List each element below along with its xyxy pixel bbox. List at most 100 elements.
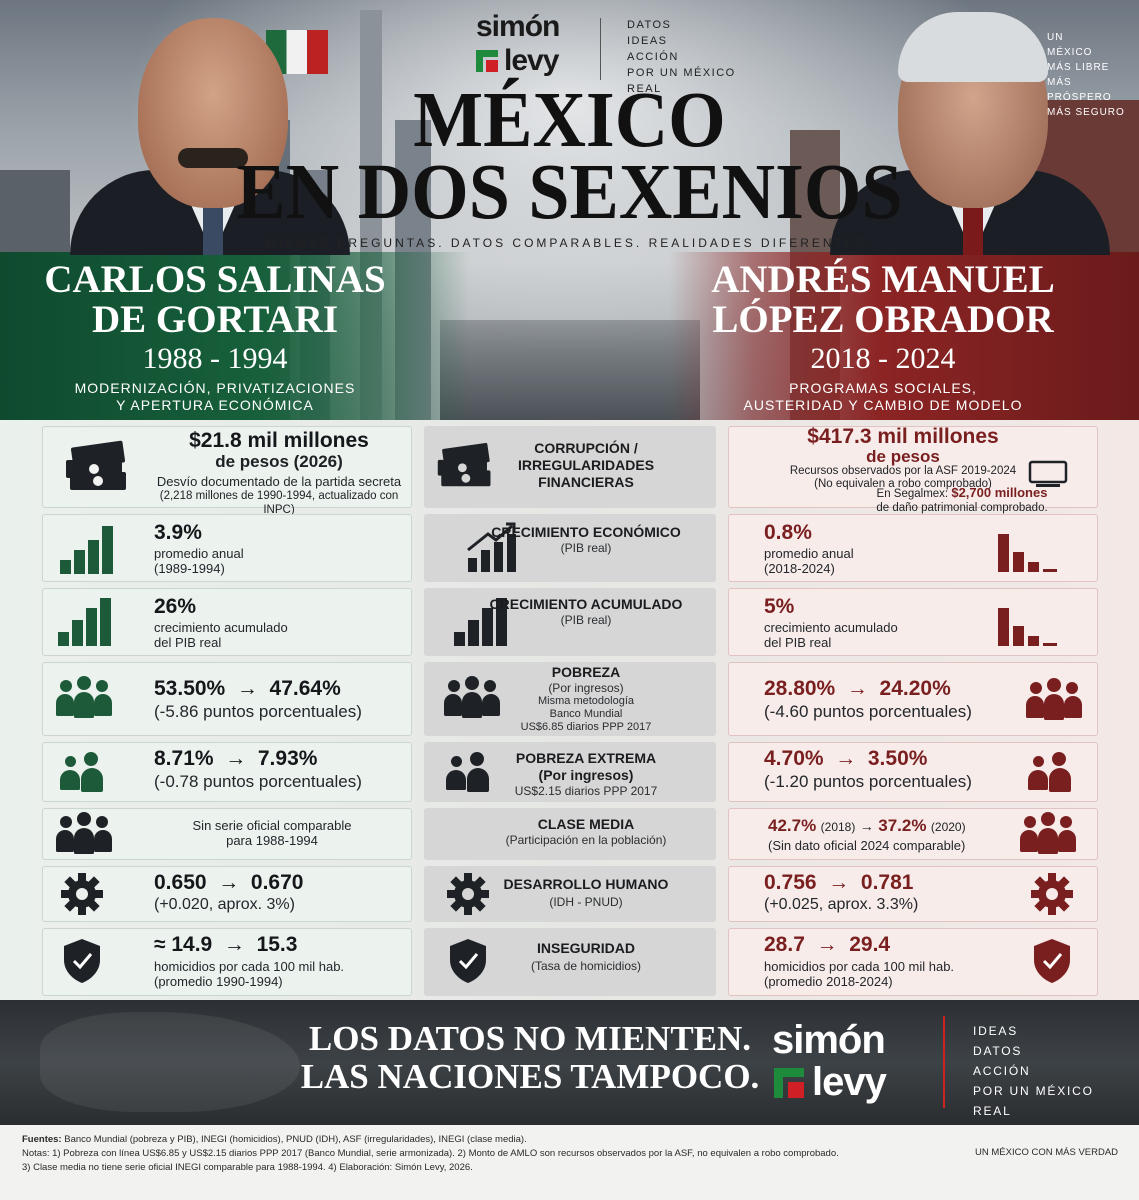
left-card [42, 928, 412, 996]
mid-sub: Misma metodología [538, 695, 634, 707]
bar-chart-icon [454, 596, 514, 646]
mid-title-text: POBREZA [551, 664, 621, 680]
shield-check-icon [450, 939, 486, 983]
left-value-block: 8.71% → 7.93% (-0.78 puntos porcentuales… [154, 748, 362, 792]
mid-sub: (Por ingresos) [548, 681, 624, 695]
right-sub: crecimiento acumulado [764, 620, 898, 635]
tagline-line: ACCIÓN [973, 1064, 1031, 1078]
right-segalmex: En Segalmex: $2,700 millones de daño pat… [842, 486, 1082, 515]
people-group-icon [444, 676, 500, 720]
right-sub: Recursos observados por la ASF 2019-2024 [789, 465, 1017, 477]
portrait-amlo [820, 0, 1120, 255]
left-value: 3.9% [154, 521, 202, 544]
row-growth-accumulated: 26% crecimiento acumulado del PIB real C… [42, 588, 1098, 656]
right-sub: (2018-2024) [764, 561, 835, 576]
left-card [42, 742, 412, 802]
right-value: 42.7% [768, 816, 817, 835]
tagline-line: IDEAS [973, 1024, 1019, 1038]
mid-sub: (PIB real) [560, 541, 612, 555]
growth-chart-icon [467, 522, 516, 572]
right-sub: (No equivalen a robo comprobado) [814, 478, 992, 490]
city-skyline [440, 320, 700, 420]
page-subtitle: MISMAS PREGUNTAS. DATOS COMPARABLES. REA… [265, 236, 874, 250]
logo-simon-levy-bottom: simón levy IDEAS DATOS ACCIÓN POR UN MÉX… [770, 1016, 1130, 1118]
gear-icon [1031, 873, 1073, 915]
right-value-block: 28.80% → 24.20% (-4.60 puntos porcentual… [764, 678, 972, 722]
left-green-band [0, 252, 470, 420]
declining-bar-icon [998, 606, 1068, 646]
left-sub: (1989-1994) [154, 561, 225, 576]
logo-word-simon: simón [476, 10, 560, 43]
right-sub: (Sin dato oficial 2024 comparable) [768, 838, 966, 853]
right-tagline: UN MÉXICO MÁS LIBRE MÁS PRÓSPERO MÁS SEG… [1047, 30, 1137, 120]
left-value: 26% [154, 595, 197, 618]
mid-title: CRECIMIENTO ACUMULADO (PIB real) [476, 596, 696, 627]
left-value: $21.8 mil millones [189, 429, 369, 452]
right-value-block: 5% crecimiento acumulado del PIB real [764, 596, 898, 651]
mid-card [424, 808, 716, 860]
right-value: 4.70% → 3.50% [764, 747, 928, 770]
right-value-block: 0.8% promedio anual (2018-2024) [764, 522, 854, 577]
hero-banner [0, 0, 1139, 420]
footer-tagline: UN MÉXICO CON MÁS VERDAD [975, 1147, 1119, 1158]
left-president-years: 1988 - 1994 [142, 342, 288, 375]
right-card [728, 426, 1098, 508]
mid-title-text: (Por ingresos) [538, 767, 634, 783]
people-pair-icon [1028, 752, 1072, 792]
logo-tagline: IDEAS DATOS ACCIÓN POR UN MÉXICO REAL [973, 1021, 1130, 1121]
left-sub: del PIB real [154, 635, 222, 650]
right-value: 28.7 → 29.4 [764, 933, 891, 956]
mid-sub: (Participación en la población) [505, 833, 667, 847]
right-value-block: 0.756 → 0.781 (+0.025, aprox. 3.3%) [764, 872, 918, 915]
left-value-block: ≈ 14.9 → 15.3 homicidios por cada 100 mi… [154, 934, 344, 990]
monitor-icon [1028, 460, 1068, 487]
money-stack-icon [437, 442, 491, 487]
people-group-icon [56, 676, 112, 720]
left-sub: (+0.020, aprox. 3%) [154, 896, 295, 913]
slogan: LOS DATOS NO MIENTEN. LAS NACIONES TAMPO… [300, 1020, 760, 1096]
tagline-line: POR UN MÉXICO REAL [627, 67, 736, 95]
notes-line: 3) Clase media no tiene serie oficial IN… [22, 1162, 473, 1173]
row-extreme-poverty: 8.71% → 7.93% (-0.78 puntos porcentuales… [42, 742, 1098, 802]
left-value-block: $21.8 mil millones de pesos (2026) Desví… [154, 430, 404, 517]
name-line: ANDRÉS MANUEL [711, 258, 1055, 301]
left-president-name: CARLOS SALINAS DE GORTARI [0, 260, 430, 340]
right-sub: (-4.60 puntos porcentuales) [764, 702, 972, 721]
right-tagline-line: MÉXICO [1047, 47, 1093, 58]
right-value-block: 28.7 → 29.4 homicidios por cada 100 mil … [764, 933, 954, 990]
left-sub: promedio anual [154, 546, 244, 561]
left-value-block: 3.9% promedio anual (1989-1994) [154, 521, 244, 577]
right-red-band [669, 252, 1139, 420]
left-sub: Sin serie oficial comparable [192, 818, 352, 833]
left-value: 53.50% → 47.64% [154, 677, 341, 700]
right-sub: (+0.025, aprox. 3.3%) [764, 896, 919, 913]
title-line-2: EN DOS SEXENIOS [236, 147, 903, 237]
right-year: (2018) [820, 820, 856, 834]
logo-divider [943, 1016, 945, 1108]
desc-line: PROGRAMAS SOCIALES, [789, 380, 977, 396]
right-value-2: de pesos [866, 447, 940, 466]
right-year: (2020) [930, 820, 966, 834]
name-line: LÓPEZ OBRADOR [712, 298, 1054, 341]
people-pair-icon [60, 752, 104, 792]
right-tagline-line: MÁS SEGURO [1047, 107, 1125, 118]
mid-title: INSEGURIDAD (Tasa de homicidios) [476, 940, 696, 973]
gear-icon [61, 873, 103, 915]
logo-word-levy: levy [812, 1060, 887, 1104]
bar-chart-icon [60, 524, 120, 574]
people-pair-icon [446, 752, 490, 792]
declining-bar-icon [998, 532, 1068, 572]
people-group-icon [56, 812, 112, 856]
row-growth: 3.9% promedio anual (1989-1994) CRECIMIE… [42, 514, 1098, 582]
right-president-years: 2018 - 2024 [810, 342, 956, 375]
left-president-desc: MODERNIZACIÓN, PRIVATIZACIONES Y APERTUR… [0, 380, 430, 414]
mid-title-text: CLASE MEDIA [537, 816, 635, 832]
mid-title: CORRUPCIÓN / IRREGULARIDADES FINANCIERAS [517, 440, 655, 490]
left-value-block: Sin serie oficial comparable para 1988-1… [152, 818, 392, 848]
right-sub: (promedio 2018-2024) [764, 974, 893, 989]
right-sub: promedio anual [764, 546, 854, 561]
page-title: MÉXICO EN DOS SEXENIOS [0, 80, 1139, 237]
mid-title: POBREZA (Por ingresos) Misma metodología… [476, 664, 696, 734]
mid-sub: (PIB real) [560, 613, 612, 627]
slogan-line: LAS NACIONES TAMPOCO. [300, 1057, 760, 1096]
